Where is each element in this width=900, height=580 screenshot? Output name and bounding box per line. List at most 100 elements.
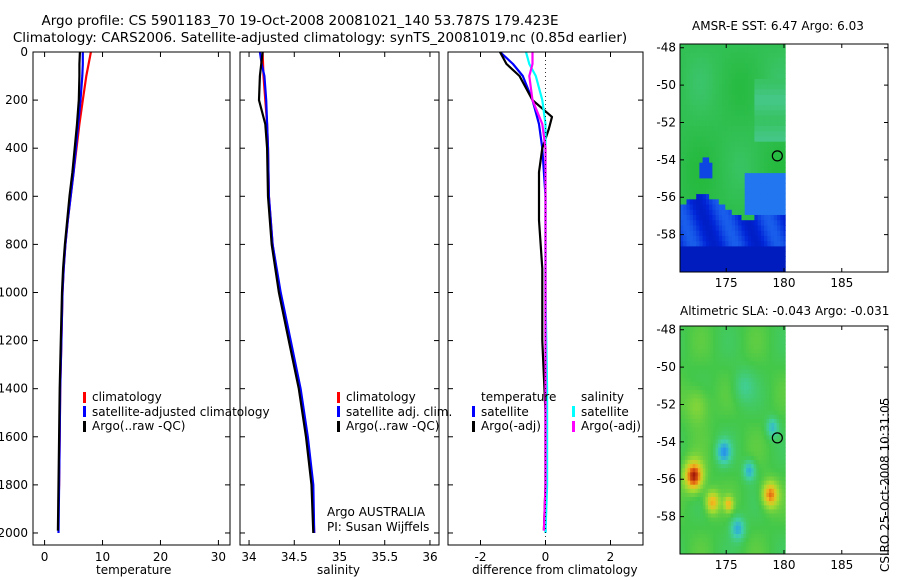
x-tick-label: 34.5 <box>281 550 308 564</box>
heatmap-cell <box>692 230 697 236</box>
heatmap-cell <box>744 162 749 168</box>
heatmap-cell <box>751 340 755 345</box>
heatmap-cell <box>728 326 732 329</box>
heatmap-cell <box>776 348 780 354</box>
heatmap-cell <box>770 141 775 147</box>
heatmap-cell <box>708 480 712 485</box>
heatmap-cell <box>720 385 724 391</box>
heatmap-cell <box>776 521 780 526</box>
heatmap-cell <box>715 209 720 215</box>
heatmap-cell <box>753 373 757 378</box>
heatmap-cell <box>774 496 778 502</box>
heatmap-cell <box>682 529 686 534</box>
heatmap-cell <box>738 401 742 407</box>
heatmap-cell <box>723 455 727 460</box>
series-line-temperature-argo-adj- <box>499 52 554 531</box>
heatmap-cell <box>738 356 742 362</box>
heatmap-cell <box>723 471 727 477</box>
heatmap-cell <box>751 162 755 168</box>
heatmap-cell <box>776 496 780 502</box>
heatmap-cell <box>748 410 752 415</box>
heatmap-cell <box>725 484 729 489</box>
heatmap-cell <box>741 373 745 378</box>
heatmap-cell <box>757 214 762 221</box>
heatmap-cell <box>712 130 717 137</box>
heatmap-cell <box>690 326 694 329</box>
heatmap-cell <box>767 44 772 48</box>
heatmap-cell <box>720 512 724 518</box>
heatmap-cell <box>685 340 689 345</box>
heatmap-cell <box>728 451 732 456</box>
heatmap-cell <box>680 352 684 358</box>
heatmap-cell <box>690 459 694 465</box>
heatmap-cell <box>760 57 765 64</box>
heatmap-cell <box>687 348 691 354</box>
heatmap-cell <box>758 480 762 485</box>
heatmap-cell <box>718 62 723 69</box>
heatmap-cell <box>680 214 684 221</box>
heatmap-cell <box>748 414 752 419</box>
heatmap-cell <box>692 240 697 247</box>
heatmap-cell <box>780 57 785 64</box>
heatmap-cell <box>746 496 750 502</box>
heatmap-cell <box>784 426 786 432</box>
heatmap-cell <box>766 327 770 333</box>
heatmap-cell <box>725 115 730 121</box>
heatmap-cell <box>753 447 757 452</box>
heatmap-cell <box>760 47 765 53</box>
heatmap-cell <box>738 537 742 543</box>
heatmap-cell <box>715 62 720 69</box>
heatmap-cell <box>709 167 713 174</box>
heatmap-cell <box>700 451 704 456</box>
heatmap-cell <box>741 115 746 121</box>
heatmap-cell <box>680 512 684 518</box>
x-tick-label: 36 <box>422 550 437 564</box>
heatmap-cell <box>754 151 759 158</box>
heatmap-cell <box>738 183 742 189</box>
heatmap-cell <box>771 545 775 551</box>
heatmap-cell <box>718 151 723 158</box>
heatmap-cell <box>770 73 775 79</box>
heatmap-cell <box>728 426 732 432</box>
heatmap-cell <box>700 480 704 485</box>
heatmap-cell <box>777 240 781 247</box>
heatmap-cell <box>733 500 737 506</box>
heatmap-cell <box>713 545 717 551</box>
heatmap-cell <box>766 459 770 465</box>
heatmap-cell <box>774 385 778 391</box>
heatmap-cell <box>784 463 786 469</box>
heatmap-cell <box>769 369 773 374</box>
heatmap-cell <box>777 172 781 179</box>
heatmap-cell <box>705 130 710 137</box>
heatmap-cell <box>708 332 712 337</box>
heatmap-cell <box>689 94 694 100</box>
heatmap-cell <box>702 541 706 547</box>
heatmap-cell <box>761 480 765 485</box>
heatmap-cell <box>702 475 706 481</box>
heatmap-cell <box>723 463 727 469</box>
heatmap-cell <box>687 459 691 465</box>
heatmap-cell <box>753 393 757 399</box>
heatmap-cell <box>697 397 701 403</box>
heatmap-cell <box>690 344 694 349</box>
heatmap-cell <box>730 389 734 395</box>
heatmap-cell <box>764 47 768 53</box>
heatmap-cell <box>725 156 730 163</box>
heatmap-cell <box>779 484 783 489</box>
heatmap-cell <box>753 496 757 502</box>
heatmap-cell <box>689 240 694 247</box>
heatmap-cell <box>741 57 746 64</box>
heatmap-cell <box>692 422 696 428</box>
heatmap-cell <box>730 364 734 370</box>
heatmap-cell <box>725 340 729 345</box>
heatmap-cell <box>771 525 775 530</box>
heatmap-cell <box>784 521 786 526</box>
heatmap-cell <box>738 78 742 85</box>
heatmap-cell <box>685 356 689 362</box>
heatmap-cell <box>687 397 691 403</box>
heatmap-cell <box>754 235 759 242</box>
heatmap-cell <box>722 224 726 231</box>
heatmap-cell <box>692 451 696 456</box>
heatmap-cell <box>685 484 689 489</box>
heatmap-cell <box>744 256 749 263</box>
